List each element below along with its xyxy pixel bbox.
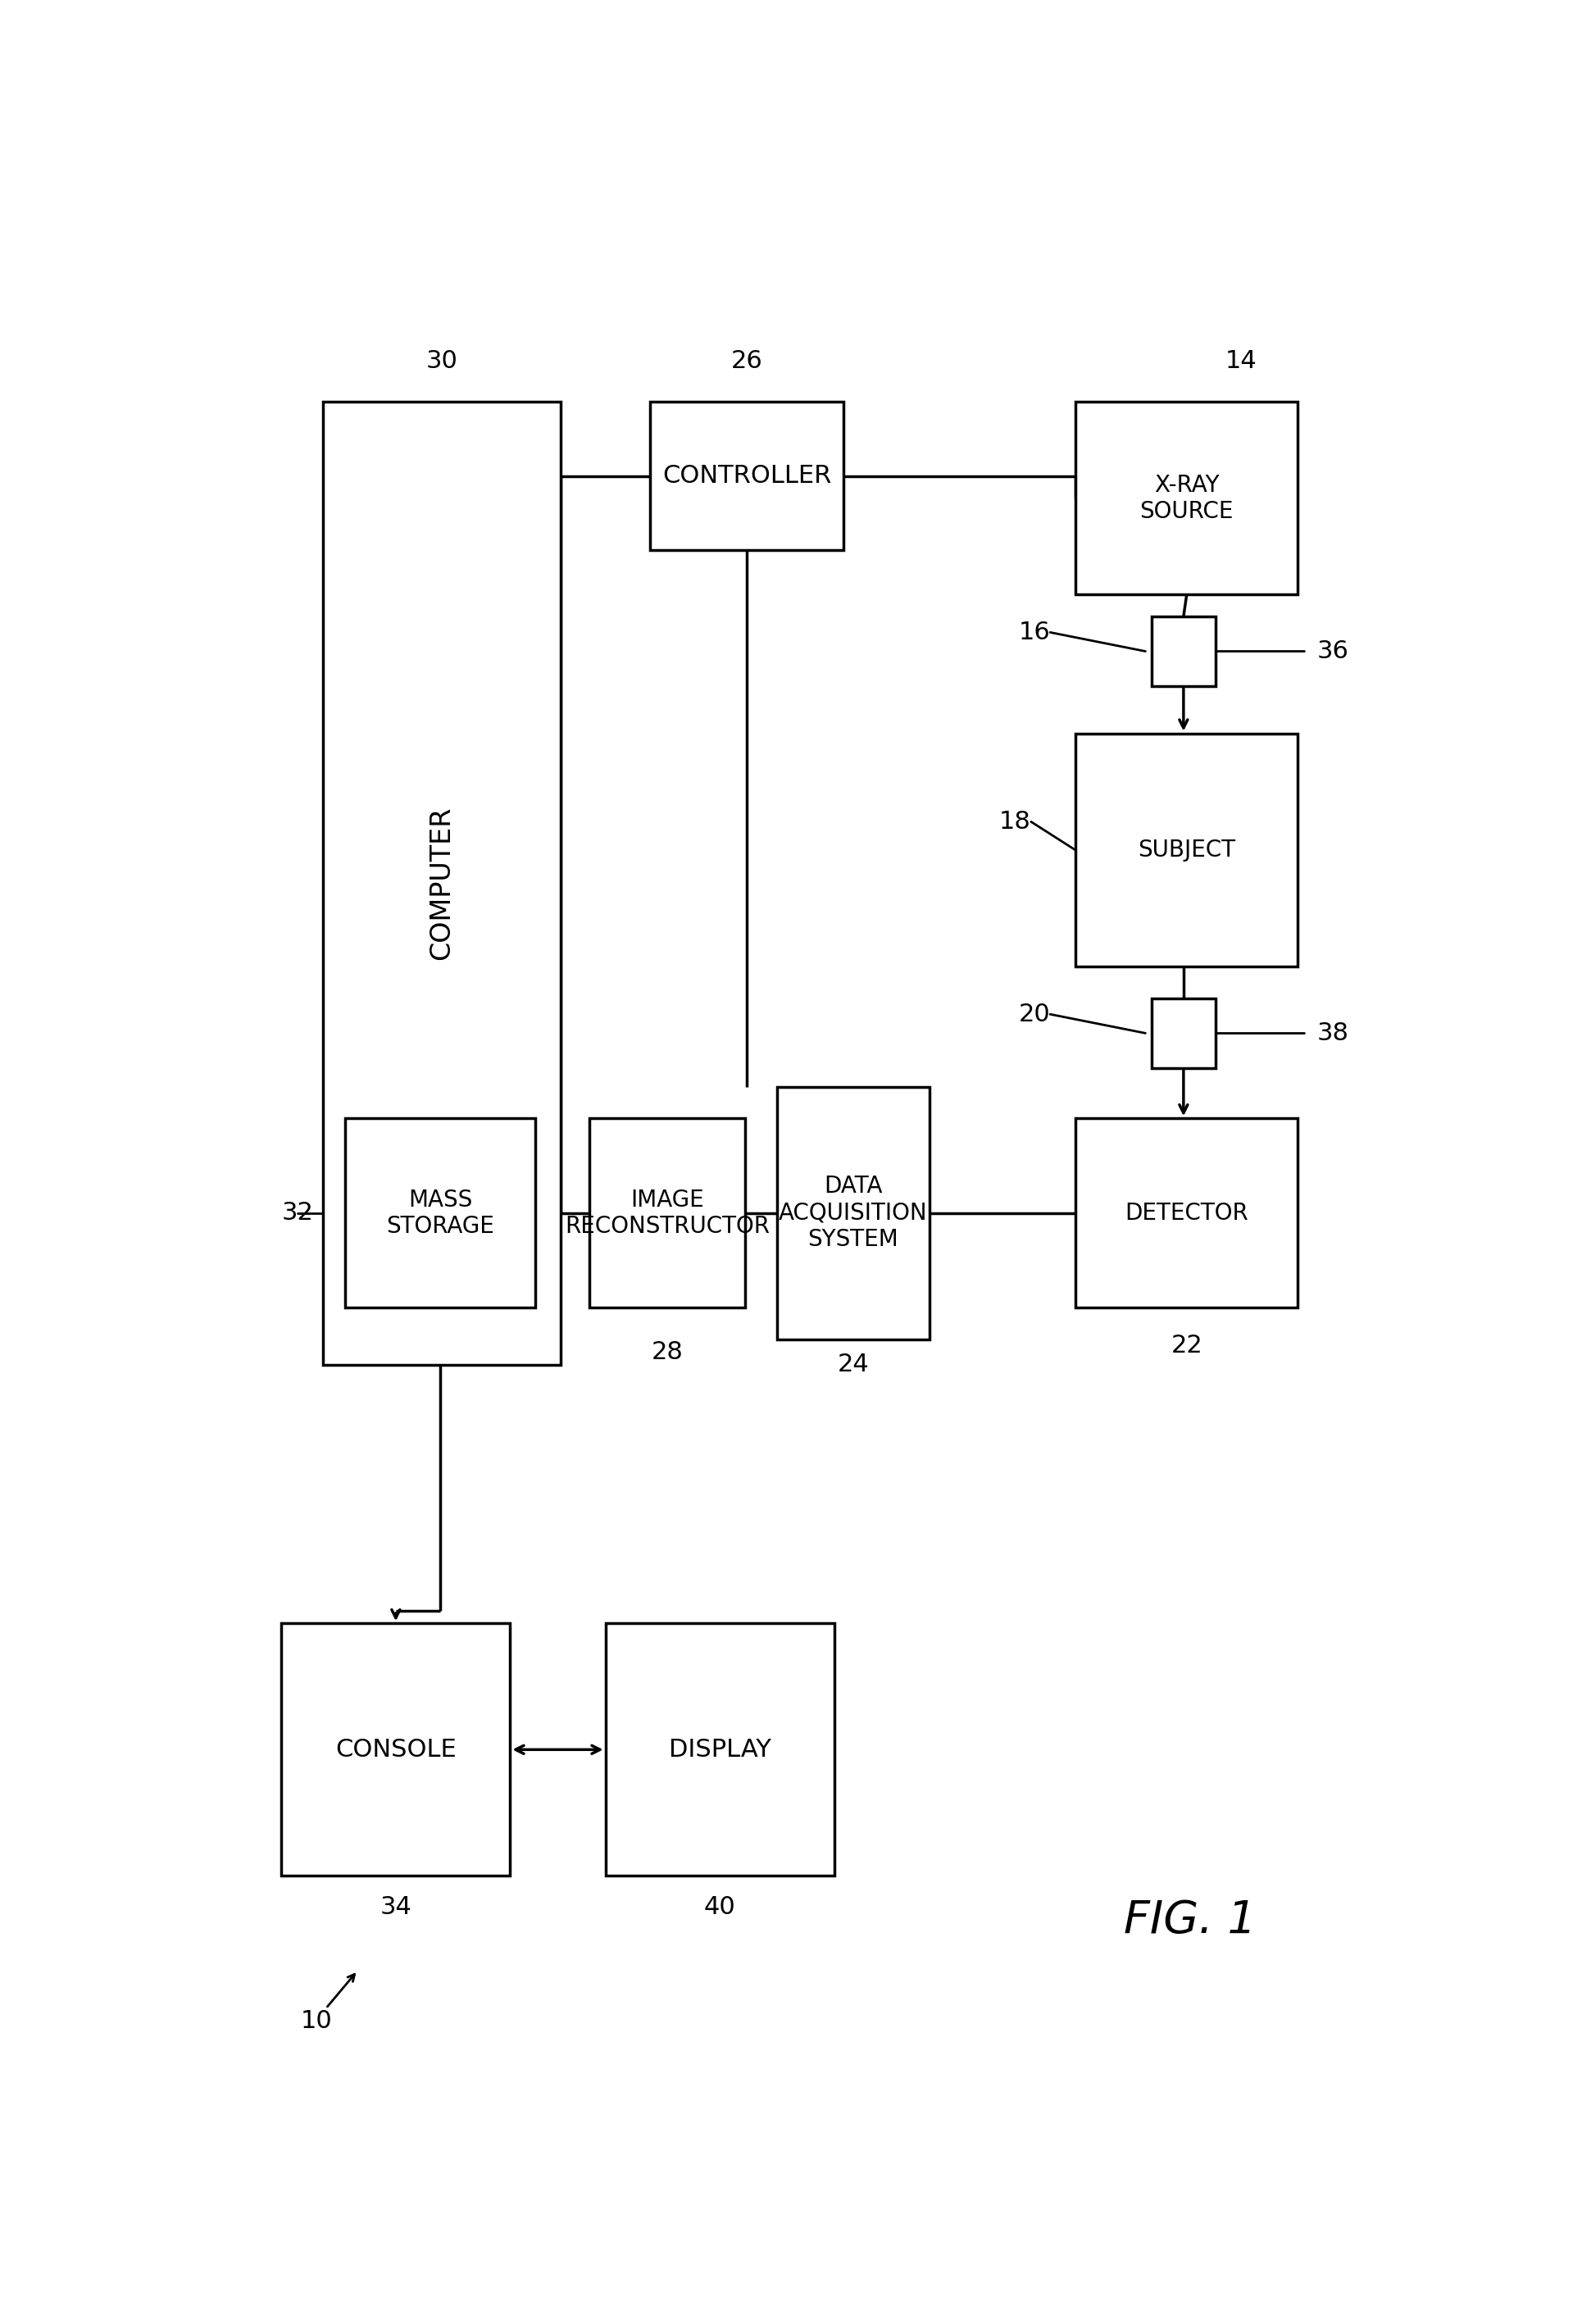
Text: 34: 34 bbox=[380, 1896, 412, 1920]
Bar bbox=[282, 1624, 511, 1875]
Text: 14: 14 bbox=[1225, 349, 1257, 372]
Bar bbox=[590, 1118, 745, 1308]
Text: 40: 40 bbox=[703, 1896, 735, 1920]
Text: CONTROLLER: CONTROLLER bbox=[662, 465, 832, 488]
Text: 32: 32 bbox=[282, 1202, 313, 1225]
Text: CONSOLE: CONSOLE bbox=[336, 1738, 457, 1762]
Text: 28: 28 bbox=[652, 1341, 684, 1364]
Text: X-RAY
SOURCE: X-RAY SOURCE bbox=[1139, 474, 1233, 523]
Text: SUBJECT: SUBJECT bbox=[1138, 839, 1236, 862]
Text: 38: 38 bbox=[1317, 1020, 1349, 1046]
Text: 10: 10 bbox=[301, 2010, 333, 2034]
Text: 36: 36 bbox=[1317, 639, 1349, 662]
Text: 22: 22 bbox=[1171, 1334, 1203, 1357]
Bar bbox=[606, 1624, 834, 1875]
Text: COMPUTER: COMPUTER bbox=[428, 806, 455, 960]
Bar bbox=[1076, 1118, 1298, 1308]
Text: 30: 30 bbox=[426, 349, 458, 372]
Text: 16: 16 bbox=[1018, 621, 1050, 644]
Bar bbox=[649, 402, 843, 551]
Bar bbox=[1152, 616, 1216, 686]
Text: 18: 18 bbox=[999, 809, 1031, 834]
Text: 20: 20 bbox=[1018, 1002, 1050, 1027]
Text: 26: 26 bbox=[732, 349, 764, 372]
Bar bbox=[1076, 734, 1298, 967]
Bar bbox=[323, 402, 562, 1364]
Text: 24: 24 bbox=[837, 1353, 869, 1376]
Text: DISPLAY: DISPLAY bbox=[668, 1738, 772, 1762]
Text: IMAGE
RECONSTRUCTOR: IMAGE RECONSTRUCTOR bbox=[565, 1188, 770, 1239]
Bar bbox=[345, 1118, 536, 1308]
Bar bbox=[1076, 402, 1298, 595]
Text: FIG. 1: FIG. 1 bbox=[1123, 1899, 1257, 1943]
Text: DETECTOR: DETECTOR bbox=[1125, 1202, 1249, 1225]
Bar bbox=[1152, 999, 1216, 1069]
Text: DATA
ACQUISITION
SYSTEM: DATA ACQUISITION SYSTEM bbox=[778, 1176, 928, 1250]
Bar bbox=[776, 1088, 929, 1339]
Text: MASS
STORAGE: MASS STORAGE bbox=[387, 1188, 495, 1239]
